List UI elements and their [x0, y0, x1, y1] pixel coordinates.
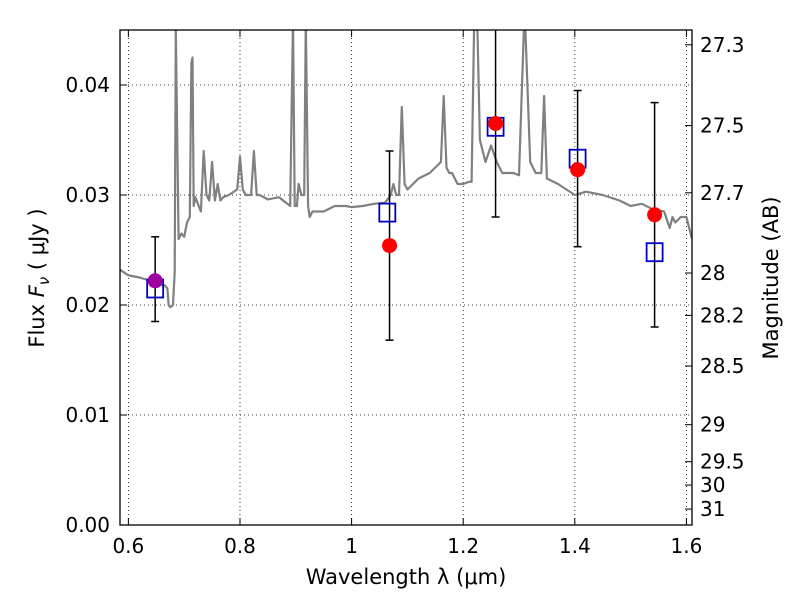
x-tick-label: 0.6 [112, 534, 144, 558]
observed-point [382, 238, 398, 254]
magnitude-tick-label: 28 [700, 261, 725, 285]
observed-point [647, 207, 663, 223]
magnitude-tick-label: 29.5 [700, 450, 745, 474]
magnitude-tick-label: 28.5 [700, 354, 745, 378]
bandpass-square [378, 202, 397, 223]
magnitude-axis-label: Magnitude (AB) [759, 196, 783, 359]
y-tick-label: 0.04 [65, 73, 110, 97]
y-tick-label: 0.02 [65, 293, 110, 317]
model-spectrum [120, 30, 692, 309]
observed-point [488, 116, 504, 131]
magnitude-tick-label: 28.2 [700, 303, 745, 327]
bandpass-square [645, 242, 664, 263]
highlight-point [147, 273, 163, 289]
x-tick-label: 1 [345, 534, 358, 558]
y-tick-label: 0.03 [65, 183, 110, 207]
magnitude-tick-label: 27.3 [700, 33, 745, 57]
y-axis-label: Flux Fν ( μJy ) [25, 208, 53, 347]
magnitude-tick-label: 29 [700, 413, 725, 437]
x-tick-label: 0.8 [224, 534, 256, 558]
y-tick-label: 0.01 [65, 403, 110, 427]
y-axis-ticks: 0.00 0.01 0.02 0.03 0.04 [65, 73, 127, 537]
y-tick-label: 0.00 [65, 513, 110, 537]
spectrum-line [120, 30, 692, 309]
x-axis-ticks: 0.6 0.8 1 1.2 1.4 1.6 [112, 30, 702, 558]
observed-point [570, 162, 586, 178]
plot-frame [119, 29, 693, 526]
magnitude-tick-label: 27.7 [700, 181, 745, 205]
observed-points [147, 116, 663, 289]
plot-background [120, 30, 692, 525]
magnitude-tick-label: 31 [700, 497, 725, 521]
magnitude-tick-label: 30 [700, 473, 725, 497]
magnitude-tick-label: 27.5 [700, 114, 745, 138]
grid-lines [120, 30, 692, 525]
x-axis-label: Wavelength λ (μm) [306, 565, 507, 589]
x-tick-label: 1.4 [559, 534, 591, 558]
x-tick-label: 1.6 [671, 534, 703, 558]
x-tick-label: 1.2 [447, 534, 479, 558]
